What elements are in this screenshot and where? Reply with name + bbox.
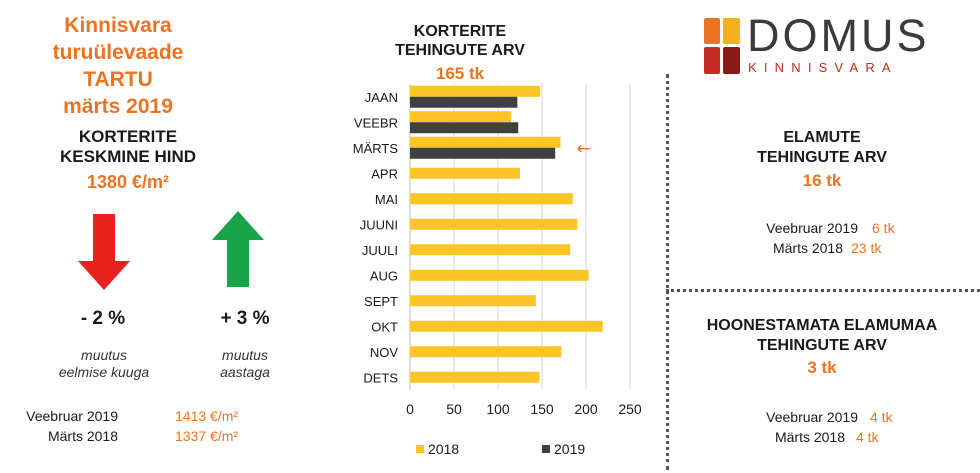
category-label: MAI bbox=[375, 192, 398, 207]
category-label: MÄRTS bbox=[353, 141, 399, 156]
homes-comparison-value: 6 tk bbox=[872, 220, 895, 236]
x-tick-label: 150 bbox=[530, 401, 554, 417]
homes-heading-line-2: TEHINGUTE ARV bbox=[757, 149, 887, 166]
land-heading-line-2: TEHINGUTE ARV bbox=[757, 337, 887, 354]
land-comparison-label: Märts 2018 bbox=[774, 429, 845, 445]
bar-2019-veebr bbox=[410, 122, 519, 134]
bar-2018-aug bbox=[410, 269, 589, 281]
bar-2018-märts bbox=[410, 136, 561, 148]
category-label: OKT bbox=[371, 319, 398, 334]
category-label: AUG bbox=[370, 268, 398, 283]
category-label: SEPT bbox=[364, 294, 398, 309]
bar-2018-apr bbox=[410, 167, 520, 179]
legend-swatch-2019 bbox=[542, 445, 550, 453]
x-tick-label: 50 bbox=[446, 401, 462, 417]
arrow-up-icon bbox=[212, 211, 264, 287]
yearly-change-label: muutus aastaga bbox=[180, 347, 310, 381]
price-comparison-label: Veebruar 2019 bbox=[26, 408, 118, 424]
apartment-price-heading: KORTERITE KESKMINE HIND bbox=[40, 127, 216, 167]
logo-wordmark: DOMUS bbox=[747, 10, 930, 61]
land-heading: HOONESTAMATA ELAMUMAA TEHINGUTE ARV bbox=[670, 316, 974, 356]
yearly-change-label-line-1: muutus bbox=[222, 347, 268, 363]
category-label: JUULI bbox=[362, 243, 398, 258]
bar-2018-nov bbox=[410, 346, 562, 358]
price-comparison-value: 1337 €/m² bbox=[175, 428, 239, 444]
title-line-2: TARTU bbox=[83, 68, 153, 91]
x-tick-label: 200 bbox=[574, 401, 598, 417]
land-value: 3 tk bbox=[807, 358, 837, 377]
price-comparison-value: 1413 €/m² bbox=[175, 408, 239, 424]
apartment-price-value: 1380 €/m² bbox=[86, 172, 170, 192]
homes-comparison-label: Veebruar 2019 bbox=[766, 220, 858, 236]
monthly-change-label: muutus eelmise kuuga bbox=[39, 347, 169, 381]
bar-2019-jaan bbox=[410, 96, 518, 108]
bar-2018-dets bbox=[410, 371, 540, 383]
bar-2018-jaan bbox=[410, 85, 541, 97]
category-label: JAAN bbox=[365, 90, 398, 105]
annotation-arrow-icon: ← bbox=[576, 139, 590, 159]
arrow-down-icon bbox=[78, 214, 130, 290]
title-line-3: märts 2019 bbox=[63, 95, 173, 118]
x-tick-label: 100 bbox=[486, 401, 510, 417]
bar-2018-juuli bbox=[410, 244, 571, 256]
legend-label: 2019 bbox=[554, 441, 585, 457]
bar-2018-mai bbox=[410, 193, 573, 205]
bar-2018-okt bbox=[410, 320, 603, 332]
category-label: APR bbox=[371, 166, 398, 181]
transactions-bar-chart: 0 50 100 150 200 250 JAAN VEEBR MÄRTS ← APR MAI JUUN… bbox=[353, 84, 642, 457]
chart-total: 165 tk bbox=[435, 64, 485, 83]
category-label: VEEBR bbox=[354, 115, 398, 130]
yearly-change-value: + 3 % bbox=[220, 308, 270, 329]
x-tick-label: 250 bbox=[618, 401, 642, 417]
land-comparison-value: 4 tk bbox=[856, 429, 879, 445]
monthly-change-label-line-2: eelmise kuuga bbox=[58, 364, 150, 380]
title-line-1: Kinnisvara turuülevaade bbox=[52, 14, 184, 64]
logo-subtitle: KINNISVARA bbox=[748, 60, 898, 75]
category-label: JUUNI bbox=[360, 217, 398, 232]
legend-swatch-2018 bbox=[416, 445, 424, 453]
monthly-change-label-line-1: muutus bbox=[81, 347, 127, 363]
homes-comparison-value: 23 tk bbox=[851, 240, 882, 256]
legend-label: 2018 bbox=[428, 441, 459, 457]
land-comparison-label: Veebruar 2019 bbox=[766, 409, 858, 425]
bar-2018-juuni bbox=[410, 218, 578, 230]
homes-value: 16 tk bbox=[802, 171, 842, 190]
price-comparison-label: Märts 2018 bbox=[47, 428, 118, 444]
chart-heading: KORTERITE TEHINGUTE ARV bbox=[395, 22, 525, 60]
homes-heading: ELAMUTE TEHINGUTE ARV bbox=[730, 128, 914, 168]
x-tick-label: 0 bbox=[406, 401, 414, 417]
apartment-price-heading-line-2: KESKMINE HIND bbox=[59, 147, 196, 166]
chart-heading-line-1: KORTERITE bbox=[413, 23, 507, 40]
bar-2019-märts bbox=[410, 147, 556, 159]
homes-heading-line-1: ELAMUTE bbox=[783, 129, 861, 146]
domus-logo-icon bbox=[704, 18, 740, 74]
bar-2018-veebr bbox=[410, 111, 512, 123]
yearly-change-label-line-2: aastaga bbox=[220, 364, 270, 380]
category-label: DETS bbox=[363, 370, 398, 385]
apartment-price-heading-line-1: KORTERITE bbox=[78, 127, 178, 146]
land-comparison-value: 4 tk bbox=[870, 409, 893, 425]
chart-heading-line-2: TEHINGUTE ARV bbox=[395, 42, 525, 59]
horizontal-divider bbox=[666, 289, 980, 292]
homes-comparison-label: Märts 2018 bbox=[772, 240, 843, 256]
category-label: NOV bbox=[370, 345, 399, 360]
page-title: Kinnisvara turuülevaade TARTU märts 2019 bbox=[0, 12, 236, 120]
vertical-divider bbox=[666, 74, 669, 470]
land-heading-line-1: HOONESTAMATA ELAMUMAA bbox=[706, 317, 938, 334]
bar-2018-sept bbox=[410, 295, 536, 307]
monthly-change-value: - 2 % bbox=[80, 308, 126, 329]
